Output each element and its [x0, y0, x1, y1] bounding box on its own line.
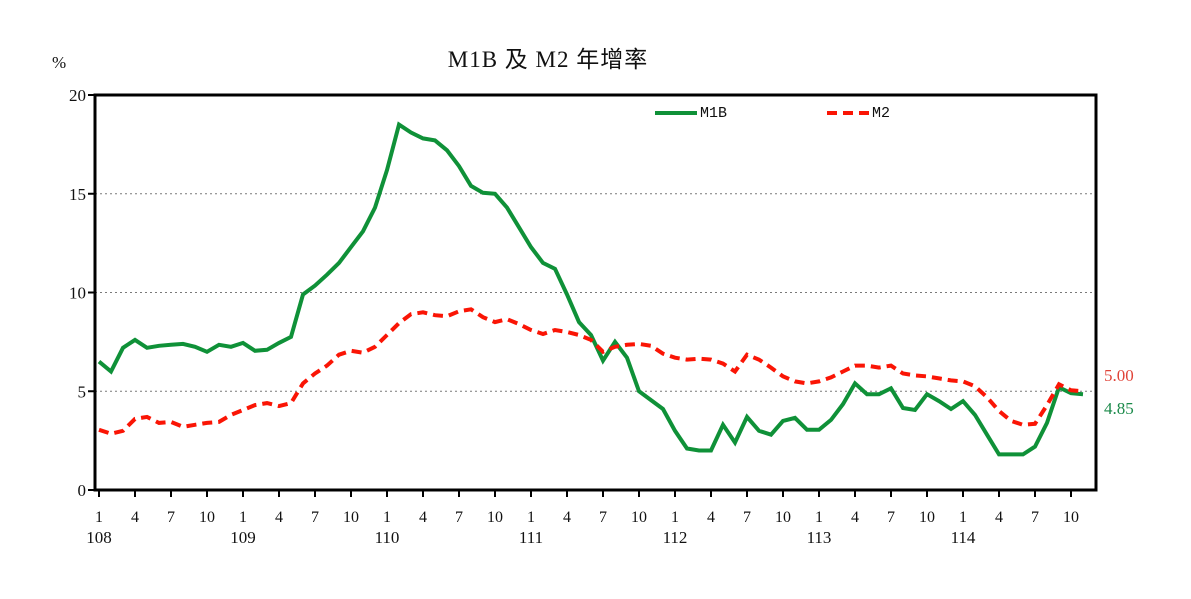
x-year-label: 110 [375, 528, 400, 547]
m1b-latest-value-label: 4.85 [1104, 399, 1134, 418]
series-line-m2 [98, 307, 1084, 436]
x-month-label: 4 [131, 509, 139, 526]
x-month-label: 4 [707, 509, 715, 526]
gridlines [95, 193, 1096, 392]
y-tick-label: 15 [69, 185, 86, 204]
series-line-m1b [97, 121, 1084, 457]
x-year-label: 112 [663, 528, 688, 547]
x-month-label: 10 [1063, 509, 1079, 526]
x-month-label: 1 [959, 509, 967, 526]
x-year-label: 114 [951, 528, 976, 547]
x-month-label: 10 [487, 509, 503, 526]
x-month-label: 7 [1031, 509, 1039, 526]
data-series [97, 121, 1084, 457]
x-month-label: 7 [599, 509, 607, 526]
x-month-label: 7 [167, 509, 175, 526]
x-month-label: 10 [343, 509, 359, 526]
y-tick-label: 10 [69, 284, 86, 303]
x-month-label: 10 [775, 509, 791, 526]
x-month-label: 1 [239, 509, 247, 526]
axis-labels: 0 5 10 15 20 1 4 7 10 1 4 7 10 1 4 7 10 1 4 7 10 1 4 7 10 1 4 7 10 1 4… [69, 86, 1079, 547]
y-axis-unit-label: % [52, 53, 67, 72]
legend-m1b-line-swatch [655, 111, 697, 115]
x-month-label: 1 [815, 509, 823, 526]
x-year-label: 113 [807, 528, 832, 547]
x-month-label: 1 [95, 509, 103, 526]
chart-title: M1B 及 M2 年增率 [447, 47, 649, 72]
x-month-label: 7 [743, 509, 751, 526]
legend: M1B M2 [655, 104, 890, 122]
x-month-label: 4 [563, 509, 571, 526]
m2-latest-value-label: 5.00 [1104, 366, 1134, 385]
axis-ticks [88, 94, 1072, 497]
x-month-label: 7 [311, 509, 319, 526]
x-month-label: 4 [851, 509, 859, 526]
x-month-label: 10 [919, 509, 935, 526]
x-month-label: 7 [887, 509, 895, 526]
x-month-label: 7 [455, 509, 463, 526]
legend-m1b-label: M1B [700, 104, 728, 122]
x-year-label: 109 [230, 528, 256, 547]
x-month-label: 1 [383, 509, 391, 526]
legend-m2-line-swatch [827, 111, 870, 115]
x-month-label: 1 [527, 509, 535, 526]
y-tick-label: 5 [78, 382, 87, 401]
x-year-label: 111 [519, 528, 543, 547]
x-year-label: 108 [86, 528, 112, 547]
x-month-label: 4 [419, 509, 427, 526]
y-tick-label: 0 [78, 481, 87, 500]
x-month-label: 4 [995, 509, 1003, 526]
x-month-label: 4 [275, 509, 283, 526]
legend-m2-label: M2 [872, 104, 891, 122]
x-month-label: 1 [671, 509, 679, 526]
y-tick-label: 20 [69, 86, 86, 105]
x-month-label: 10 [199, 509, 215, 526]
x-month-label: 10 [631, 509, 647, 526]
